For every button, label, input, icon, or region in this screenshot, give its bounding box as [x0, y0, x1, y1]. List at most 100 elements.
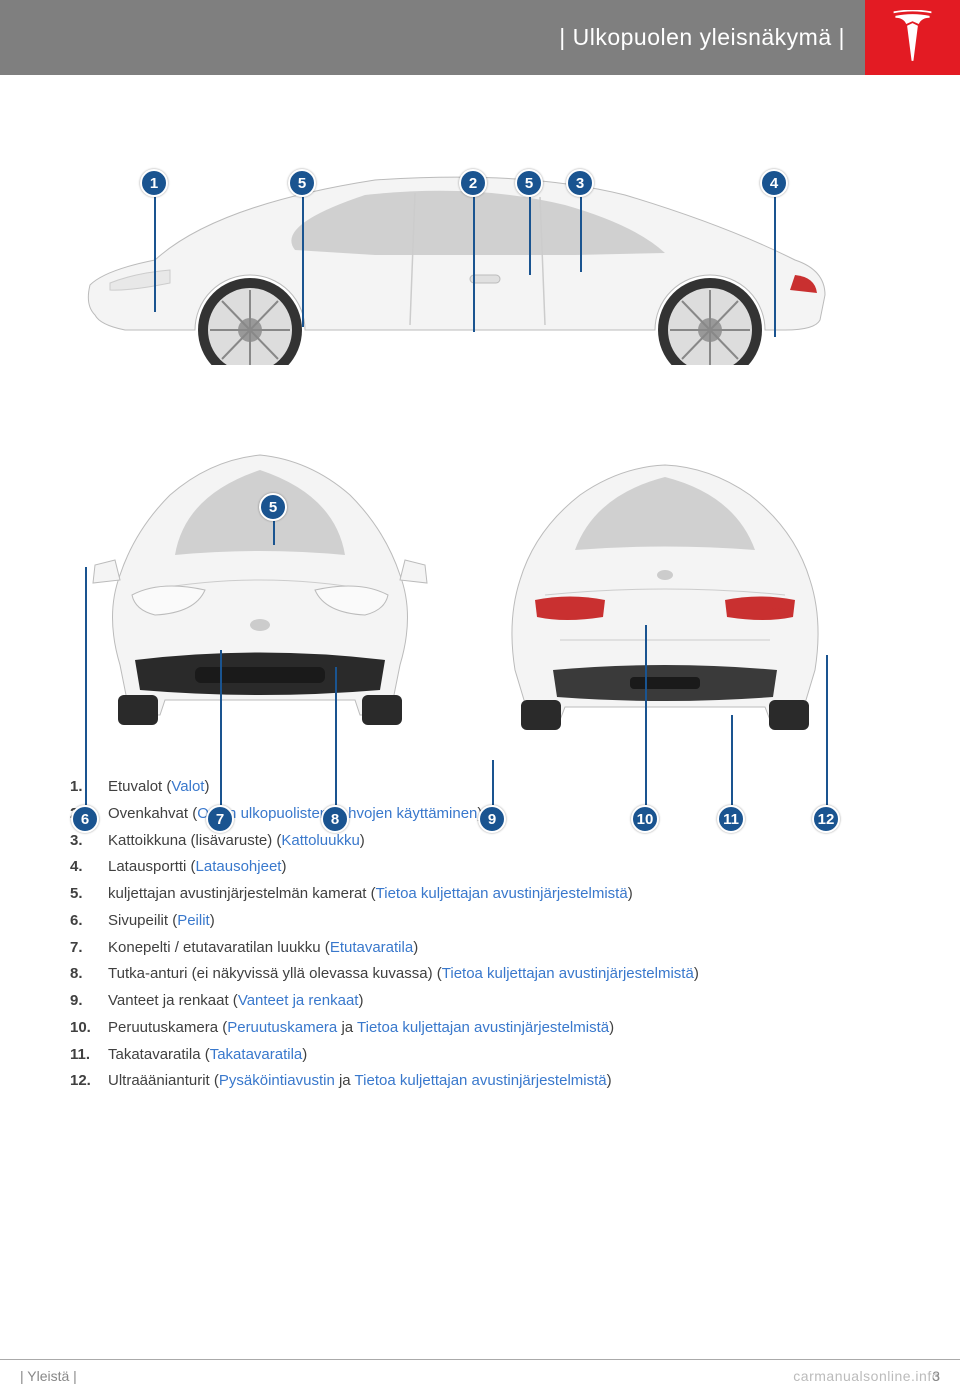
callout-line [220, 650, 222, 805]
callout-marker: 9 [478, 805, 506, 833]
text-segment: Ultraäänianturit ( [108, 1072, 219, 1089]
footer-watermark: carmanualsonline.info [793, 1368, 940, 1384]
header-bar: | Ulkopuolen yleisnäkymä | [0, 0, 960, 75]
text-segment: ) [204, 778, 209, 795]
callout-line [273, 521, 275, 545]
list-item-number: 4. [70, 855, 108, 880]
callout-marker: 4 [760, 169, 788, 197]
footer-page-number: 3 [932, 1368, 940, 1384]
text-segment: ) [628, 885, 633, 902]
list-item-number: 6. [70, 909, 108, 934]
cross-reference-link[interactable]: Vanteet ja renkaat [238, 992, 359, 1009]
text-segment: ) [210, 912, 215, 929]
list-item: 3.Kattoikkuna (lisävaruste) (Kattoluukku… [70, 829, 890, 854]
callout-line [774, 197, 776, 337]
callout-marker: 1 [140, 169, 168, 197]
text-segment: Latausportti ( [108, 858, 196, 875]
callout-line [580, 197, 582, 272]
callout-marker: 3 [566, 169, 594, 197]
list-item: 11.Takatavaratila (Takatavaratila) [70, 1043, 890, 1068]
cross-reference-link[interactable]: Tietoa kuljettajan avustinjärjestelmistä [376, 885, 628, 902]
list-item-number: 8. [70, 962, 108, 987]
text-segment: Konepelti / etutavaratilan luukku ( [108, 939, 330, 956]
text-segment: Takatavaratila ( [108, 1046, 210, 1063]
list-item-number: 9. [70, 989, 108, 1014]
callout-line [731, 715, 733, 805]
cross-reference-link[interactable]: Takatavaratila [210, 1046, 303, 1063]
list-item-number: 5. [70, 882, 108, 907]
diagram-area: P90D 15253456789101112 [0, 75, 960, 775]
list-item: 8.Tutka-anturi (ei näkyvissä yllä olevas… [70, 962, 890, 987]
list-item-text: Tutka-anturi (ei näkyvissä yllä olevassa… [108, 962, 890, 987]
callout-line [473, 197, 475, 332]
cross-reference-link[interactable]: Latausohjeet [196, 858, 282, 875]
callout-marker: 5 [259, 493, 287, 521]
cross-reference-link[interactable]: Peruutuskamera [227, 1019, 337, 1036]
list-item-text: Konepelti / etutavaratilan luukku (Etuta… [108, 936, 890, 961]
svg-text:P90D: P90D [765, 607, 790, 618]
cross-reference-link[interactable]: Etutavaratila [330, 939, 413, 956]
cross-reference-link[interactable]: Tietoa kuljettajan avustinjärjestelmistä [355, 1072, 607, 1089]
list-item-text: Peruutuskamera (Peruutuskamera ja Tietoa… [108, 1016, 890, 1041]
callout-line [826, 655, 828, 805]
list-item: 12.Ultraäänianturit (Pysäköintiavustin j… [70, 1069, 890, 1094]
callout-marker: 2 [459, 169, 487, 197]
footer-section-label: | Yleistä | [20, 1368, 77, 1384]
callout-marker: 7 [206, 805, 234, 833]
callout-line [645, 625, 647, 805]
list-item-text: Etuvalot (Valot) [108, 775, 890, 800]
list-item: 4.Latausportti (Latausohjeet) [70, 855, 890, 880]
list-item: 10.Peruutuskamera (Peruutuskamera ja Tie… [70, 1016, 890, 1041]
text-segment: Etuvalot ( [108, 778, 171, 795]
callout-line [529, 197, 531, 275]
page-title: | Ulkopuolen yleisnäkymä | [559, 24, 845, 51]
text-segment: ) [609, 1019, 614, 1036]
header-gray-section: | Ulkopuolen yleisnäkymä | [0, 0, 865, 75]
callout-line [335, 667, 337, 805]
callout-line [302, 197, 304, 327]
cross-reference-link[interactable]: Tietoa kuljettajan avustinjärjestelmistä [442, 965, 694, 982]
callout-marker: 11 [717, 805, 745, 833]
list-item-number: 11. [70, 1043, 108, 1068]
cross-reference-link[interactable]: Pysäköintiavustin [219, 1072, 335, 1089]
list-item-number: 1. [70, 775, 108, 800]
cross-reference-link[interactable]: Kattoluukku [281, 832, 359, 849]
footer: | Yleistä | carmanualsonline.info 3 [0, 1359, 960, 1396]
text-segment: Kattoikkuna (lisävaruste) ( [108, 832, 281, 849]
list-item-number: 12. [70, 1069, 108, 1094]
callout-line [492, 760, 494, 805]
text-segment: Peruutuskamera ( [108, 1019, 227, 1036]
text-segment: ) [694, 965, 699, 982]
list-item-text: Kattoikkuna (lisävaruste) (Kattoluukku) [108, 829, 890, 854]
text-segment: Tutka-anturi (ei näkyvissä yllä olevassa… [108, 965, 442, 982]
text-segment: kuljettajan avustinjärjestelmän kamerat … [108, 885, 376, 902]
callout-marker: 8 [321, 805, 349, 833]
text-segment: ja [335, 1072, 355, 1089]
text-segment: ja [337, 1019, 357, 1036]
cross-reference-link[interactable]: Valot [171, 778, 204, 795]
list-item-text: Ultraäänianturit (Pysäköintiavustin ja T… [108, 1069, 890, 1094]
list-item-text: Vanteet ja renkaat (Vanteet ja renkaat) [108, 989, 890, 1014]
text-segment: ) [360, 832, 365, 849]
callout-marker: 10 [631, 805, 659, 833]
cross-reference-link[interactable]: Tietoa kuljettajan avustinjärjestelmistä [357, 1019, 609, 1036]
list-item: 5.kuljettajan avustinjärjestelmän kamera… [70, 882, 890, 907]
list-item: 7.Konepelti / etutavaratilan luukku (Etu… [70, 936, 890, 961]
header-logo-section [865, 0, 960, 75]
cross-reference-link[interactable]: Peilit [177, 912, 210, 929]
text-segment: ) [281, 858, 286, 875]
list-item: 6.Sivupeilit (Peilit) [70, 909, 890, 934]
text-segment: ) [358, 992, 363, 1009]
list-item: 9.Vanteet ja renkaat (Vanteet ja renkaat… [70, 989, 890, 1014]
car-rear-view: P90D [465, 445, 865, 735]
list-item: 1.Etuvalot (Valot) [70, 775, 890, 800]
list-item-number: 10. [70, 1016, 108, 1041]
text-segment: ) [607, 1072, 612, 1089]
text-segment: ) [413, 939, 418, 956]
callout-marker: 5 [515, 169, 543, 197]
callout-line [154, 197, 156, 312]
callout-line [85, 567, 87, 805]
tesla-logo-icon [890, 10, 935, 65]
text-segment: Sivupeilit ( [108, 912, 177, 929]
list-item-text: Takatavaratila (Takatavaratila) [108, 1043, 890, 1068]
